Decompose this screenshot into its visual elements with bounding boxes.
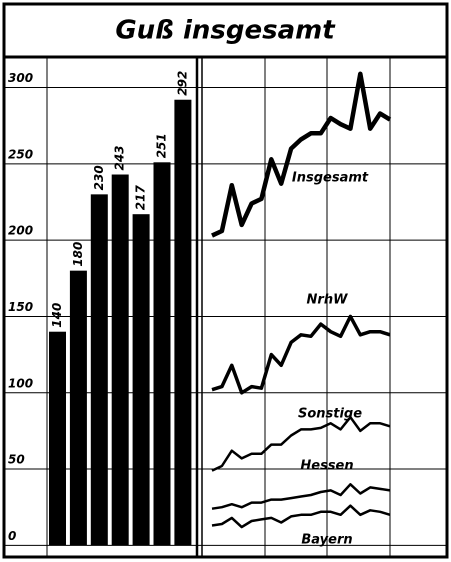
series-label: NrhW: [307, 293, 349, 308]
y-tick-label: 250: [8, 147, 33, 161]
series-label: Insgesamt: [292, 171, 369, 186]
series-label: Hessen: [300, 459, 353, 474]
y-tick-label: 100: [8, 376, 33, 390]
bar-value-label: 140: [50, 303, 64, 328]
bar-value-label: 251: [155, 133, 169, 158]
bar: [132, 214, 150, 546]
bar: [69, 270, 87, 546]
y-tick-label: 50: [8, 453, 25, 467]
y-tick-label: 300: [8, 71, 33, 85]
bar-value-label: 292: [175, 71, 189, 96]
bar: [90, 194, 108, 546]
line: [211, 415, 391, 472]
chart-title: Guß insgesamt: [115, 16, 336, 46]
bar: [111, 174, 129, 546]
bar-value-label: 230: [92, 165, 106, 190]
series-label: Sonstige: [298, 407, 362, 422]
series-label: Bayern: [301, 533, 352, 548]
bar: [153, 162, 171, 546]
bar: [174, 99, 192, 546]
bar-value-label: 180: [71, 242, 85, 267]
line: [211, 483, 391, 510]
y-tick-label: 0: [8, 529, 16, 543]
bar-value-label: 217: [134, 184, 148, 210]
line: [211, 314, 391, 395]
bar-value-label: 243: [113, 145, 127, 170]
line: [211, 504, 391, 529]
line: [211, 71, 392, 238]
y-tick-label: 150: [8, 300, 33, 314]
bar: [49, 331, 66, 546]
y-tick-label: 200: [8, 224, 33, 238]
